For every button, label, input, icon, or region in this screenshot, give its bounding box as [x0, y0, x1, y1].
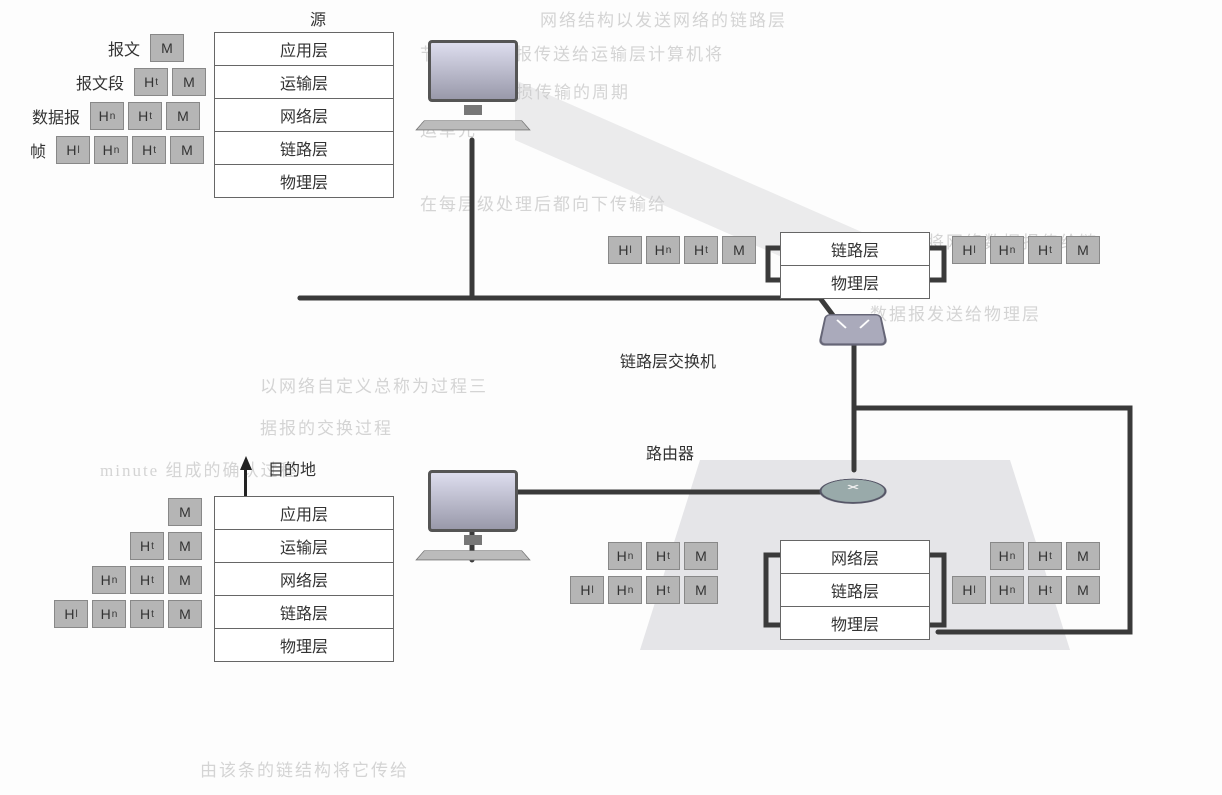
bg-text: 网络结构以发送网络的链路层: [540, 6, 787, 31]
layer-phys: 物理层: [215, 165, 393, 197]
router-stack: 网络层 链路层 物理层: [780, 540, 930, 640]
layer-link: 链路层: [781, 574, 929, 607]
m-hdr: M: [150, 34, 184, 62]
layer-app: 应用层: [215, 497, 393, 530]
pdu-message: 报文 M: [108, 34, 184, 62]
router-datagram-right: Hn Ht M: [990, 542, 1100, 570]
bg-text: 以网络自定义总称为过程三: [260, 372, 488, 397]
source-stack: 应用层 运输层 网络层 链路层 物理层: [214, 32, 394, 198]
router-icon: [820, 470, 886, 508]
layer-phys: 物理层: [781, 607, 929, 639]
dest-stack: 应用层 运输层 网络层 链路层 物理层: [214, 496, 394, 662]
dest-pc-icon: [428, 470, 518, 532]
dest-pdu-segment: Ht M: [130, 532, 202, 560]
switch-stack: 链路层 物理层: [780, 232, 930, 299]
switch-icon: [822, 310, 884, 346]
bg-text: 由该条的链结构将它传给: [200, 756, 409, 781]
switch-label: 链路层交换机: [620, 348, 716, 372]
dest-arrow-line: [244, 468, 247, 496]
layer-app: 应用层: [215, 33, 393, 66]
bg-text: 数据报发送给物理层: [870, 300, 1041, 325]
bg-text: 在每层级处理后都向下传输给: [420, 190, 667, 215]
router-datagram-left: Hn Ht M: [608, 542, 718, 570]
router-frame-right: Hl Hn Ht M: [952, 576, 1100, 604]
source-label: 源: [310, 6, 326, 30]
bg-text: 据报的交换过程: [260, 414, 393, 439]
pdu-segment: 报文段 Ht M: [76, 68, 206, 96]
pdu-frame: 帧 Hl Hn Ht M: [30, 136, 204, 164]
router-frame-left: Hl Hn Ht M: [570, 576, 718, 604]
pdu-datagram: 数据报 Hn Ht M: [32, 102, 200, 130]
dest-pdu-frame: Hl Hn Ht M: [54, 600, 202, 628]
layer-network: 网络层: [215, 99, 393, 132]
dest-pdu-message: M: [168, 498, 202, 526]
switch-frame-left: Hl Hn Ht M: [608, 236, 756, 264]
source-pc-icon: [428, 40, 518, 102]
layer-link: 链路层: [215, 132, 393, 165]
layer-transport: 运输层: [215, 66, 393, 99]
dest-label: 目的地: [268, 456, 316, 480]
layer-phys: 物理层: [781, 266, 929, 298]
layer-link: 链路层: [781, 233, 929, 266]
layer-transport: 运输层: [215, 530, 393, 563]
layer-network: 网络层: [781, 541, 929, 574]
dest-pdu-datagram: Hn Ht M: [92, 566, 202, 594]
layer-phys: 物理层: [215, 629, 393, 661]
switch-frame-right: Hl Hn Ht M: [952, 236, 1100, 264]
router-label: 路由器: [646, 440, 694, 464]
layer-network: 网络层: [215, 563, 393, 596]
layer-link: 链路层: [215, 596, 393, 629]
